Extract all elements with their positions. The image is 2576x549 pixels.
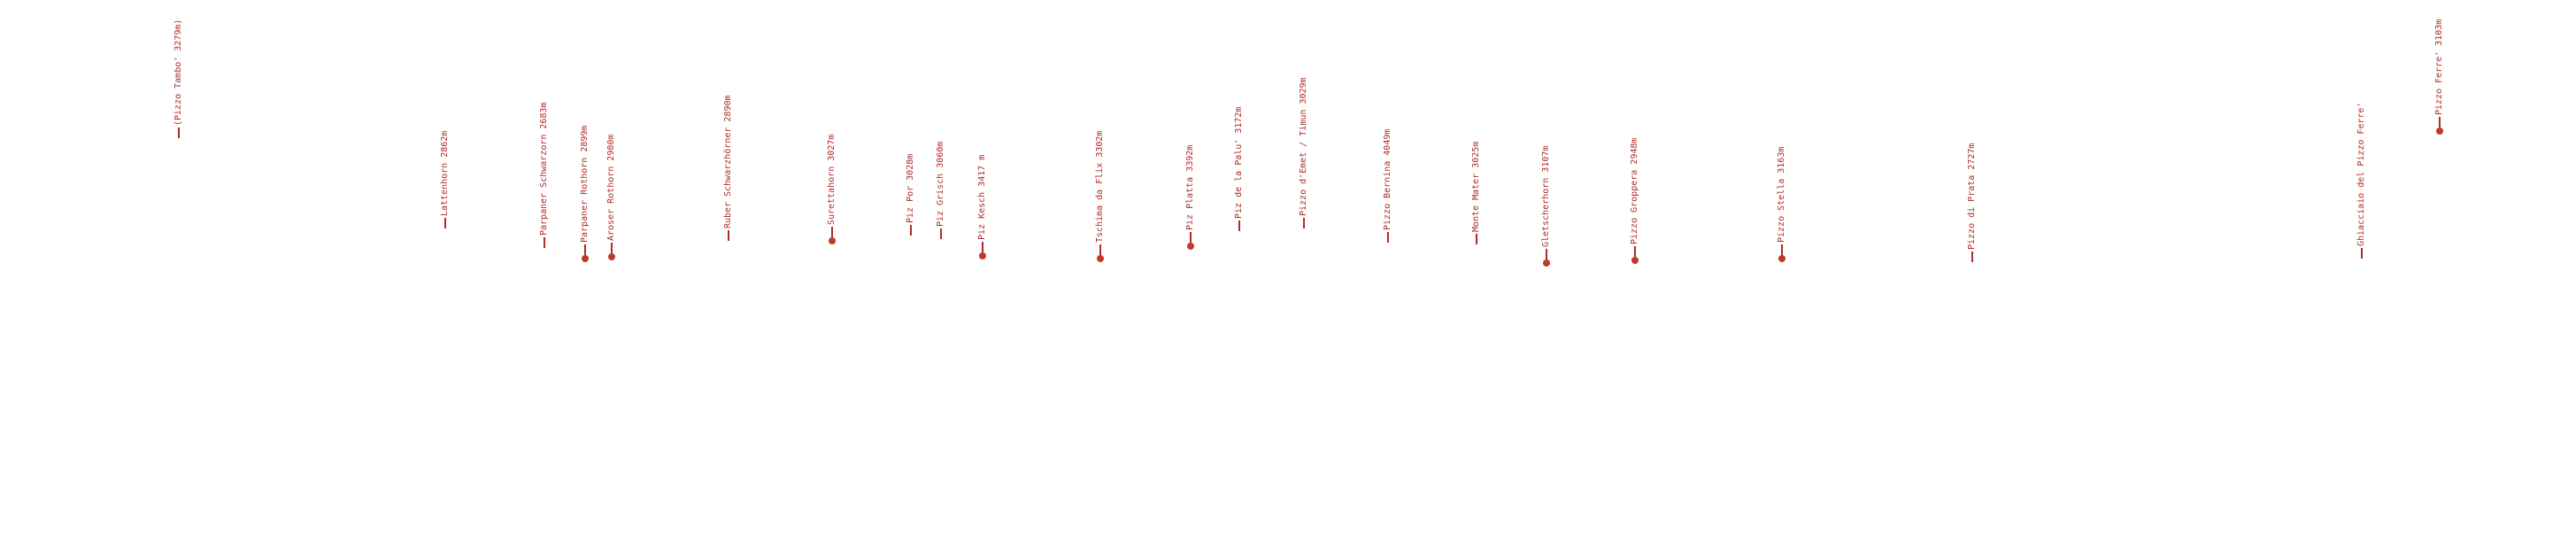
- peak-label: Piz Grisch 3060m: [936, 141, 945, 227]
- peak-dot-icon: [2436, 128, 2443, 135]
- peak-dot-icon: [608, 253, 615, 260]
- leader-line: [2361, 248, 2363, 259]
- leader-line: [611, 243, 613, 253]
- peak-label: Piz Kesch 3417 m: [977, 154, 987, 240]
- leader-line: [1303, 218, 1305, 228]
- peak-dot-icon: [1778, 255, 1785, 262]
- peak-label: Parpaner Schwarzorn 2683m: [539, 102, 549, 236]
- peak-dot-icon: [829, 237, 836, 244]
- leader-line: [2439, 117, 2441, 128]
- peak-dot-icon: [1187, 243, 1194, 250]
- leader-line: [544, 237, 545, 248]
- peak-dot-icon: [979, 252, 986, 259]
- leader-line: [1476, 234, 1477, 244]
- leader-line: [1099, 244, 1101, 255]
- leader-line: [1781, 244, 1783, 255]
- peak-label: Monte Mater 3025m: [1471, 141, 1481, 232]
- peak-label: Gletscherhorn 3107m: [1541, 145, 1551, 247]
- peak-label: Piz Platta 3392m: [1185, 144, 1195, 230]
- leader-line: [444, 218, 446, 228]
- leader-line: [178, 128, 180, 138]
- leader-line: [728, 230, 729, 241]
- peak-label: Surettahorn 3027m: [827, 134, 837, 225]
- peak-label: Parpaner Rothorn 2899m: [580, 125, 590, 243]
- peak-dot-icon: [582, 255, 589, 262]
- leader-line: [1190, 232, 1192, 243]
- leader-line: [831, 227, 833, 237]
- peak-dot-icon: [1631, 257, 1639, 264]
- peak-label: Pizzo d'Emet / Timun 3029m: [1299, 77, 1308, 216]
- leader-line: [1971, 251, 1973, 262]
- peak-dot-icon: [1543, 259, 1550, 267]
- peak-label: Pizzo Groppera 2948m: [1630, 137, 1639, 244]
- peak-label: Aroser Rothorn 2980m: [606, 134, 616, 241]
- leader-line: [584, 244, 586, 255]
- peak-label: (Pizzo Tambo' 3279m): [174, 19, 183, 126]
- peak-label: Ghiacciaio del Pizzo Ferre': [2356, 102, 2366, 246]
- peak-label: Tschima da Flix 3302m: [1095, 130, 1105, 243]
- peak-label: Pizzo Ferre' 3103m: [2434, 19, 2444, 115]
- leader-line: [940, 228, 942, 239]
- peak-dot-icon: [1097, 255, 1104, 262]
- leader-line: [910, 225, 912, 236]
- peak-label: Piz Por 3028m: [906, 153, 915, 223]
- peak-label: Ruber Schwarzhörner 2890m: [723, 95, 733, 228]
- peak-label: Pizzo Stella 3163m: [1777, 146, 1786, 243]
- peak-label: Piz de la Palu' 3172m: [1234, 106, 1244, 219]
- peak-label: Pizzo Bernina 4049m: [1383, 128, 1392, 230]
- leader-line: [1387, 232, 1389, 243]
- leader-line: [1546, 249, 1547, 259]
- peak-label: Pizzo di Prata 2727m: [1967, 143, 1977, 250]
- leader-line: [1634, 246, 1636, 257]
- peak-label: Lattenhorn 2862m: [440, 130, 450, 216]
- leader-line: [1238, 220, 1240, 231]
- leader-line: [982, 242, 983, 252]
